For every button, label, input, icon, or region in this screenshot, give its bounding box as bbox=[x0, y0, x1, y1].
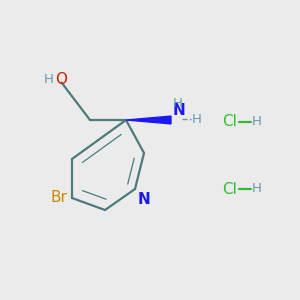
Text: N: N bbox=[138, 192, 151, 207]
Polygon shape bbox=[126, 116, 171, 124]
Text: H: H bbox=[44, 73, 54, 86]
Text: O: O bbox=[56, 72, 68, 87]
Text: Cl: Cl bbox=[222, 114, 237, 129]
Text: Br: Br bbox=[51, 190, 68, 206]
Text: H: H bbox=[251, 115, 261, 128]
Text: H: H bbox=[251, 182, 261, 196]
Text: H: H bbox=[172, 97, 182, 110]
Text: Cl: Cl bbox=[222, 182, 237, 196]
Text: N: N bbox=[172, 103, 185, 118]
Text: H: H bbox=[191, 112, 201, 126]
